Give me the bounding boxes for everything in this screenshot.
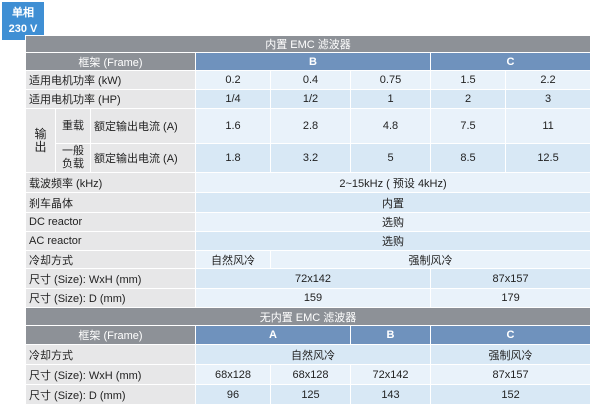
cell: 11 — [504, 108, 592, 144]
cell: 选购 — [194, 231, 592, 251]
row-label: 额定输出电流 (A) — [90, 108, 196, 144]
row-label: 尺寸 (Size): D (mm) — [25, 288, 196, 308]
frame: B — [350, 325, 431, 345]
row-label: 尺寸 (Size): WxH (mm) — [25, 268, 196, 289]
cell: 87x157 — [429, 268, 592, 289]
cell: 96 — [195, 384, 271, 405]
frame: A — [195, 325, 351, 345]
cell: 72x142 — [350, 364, 431, 385]
cell: 7.5 — [430, 108, 506, 144]
frame: C — [429, 52, 592, 71]
cell: 125 — [270, 384, 351, 405]
cell: 3 — [504, 89, 592, 109]
sub-label: 一般负载 — [55, 143, 91, 173]
cell: 68x128 — [270, 364, 351, 385]
cell: 1.8 — [195, 143, 271, 173]
cell: 自然风冷 — [195, 344, 431, 365]
spec-table: 内置 EMC 滤波器 框架 (Frame) B C 适用电机功率 (kW) 0.2 0.… — [24, 35, 592, 405]
cell: 1.5 — [430, 70, 506, 90]
cell: 0.75 — [350, 70, 431, 90]
row-label: 刹车晶体 — [25, 192, 196, 213]
row-label: 额定输出电流 (A) — [90, 143, 196, 173]
section-title: 内置 EMC 滤波器 — [24, 35, 592, 53]
frame: B — [195, 52, 431, 71]
cell: 8.5 — [430, 143, 506, 173]
cell: 1/2 — [270, 89, 351, 109]
cell: 5 — [350, 143, 431, 173]
frame: C — [429, 325, 592, 345]
cell: 1/4 — [195, 89, 271, 109]
row-label: 冷却方式 — [25, 344, 196, 365]
cell: 68x128 — [195, 364, 271, 385]
cell: 159 — [195, 288, 431, 308]
section-title: 无内置 EMC 滤波器 — [24, 307, 592, 326]
badge-line: 230 V — [8, 23, 38, 35]
cell: 143 — [350, 384, 431, 405]
row-label: DC reactor — [25, 212, 196, 232]
cell: 强制风冷 — [429, 344, 592, 365]
row-label: 适用电机功率 (kW) — [25, 70, 196, 90]
cell: 0.4 — [270, 70, 351, 90]
row-label: 尺寸 (Size): WxH (mm) — [25, 364, 196, 385]
cell: 2.8 — [270, 108, 351, 144]
cell: 4.8 — [350, 108, 431, 144]
cell: 1 — [350, 89, 431, 109]
frame-label: 框架 (Frame) — [25, 325, 196, 345]
cell: 2 — [430, 89, 506, 109]
cell: 自然风冷 — [195, 250, 271, 269]
row-label: 载波频率 (kHz) — [25, 172, 196, 193]
cell: 2.2 — [504, 70, 592, 90]
group-label: 输出 — [25, 108, 56, 173]
cell: 152 — [429, 384, 592, 405]
cell: 内置 — [194, 192, 592, 213]
cell: 179 — [429, 288, 592, 308]
cell: 3.2 — [270, 143, 351, 173]
row-label: 适用电机功率 (HP) — [25, 89, 196, 109]
cell: 72x142 — [195, 268, 431, 289]
cell: 2~15kHz ( 预设 4kHz) — [194, 172, 592, 193]
sub-label: 重载 — [55, 108, 91, 144]
cell: 0.2 — [195, 70, 271, 90]
cell: 选购 — [194, 212, 592, 232]
frame-label: 框架 (Frame) — [25, 52, 196, 71]
cell: 强制风冷 — [269, 250, 592, 269]
badge-line: 单相 — [12, 7, 34, 19]
row-label: 尺寸 (Size): D (mm) — [25, 384, 196, 405]
cell: 87x157 — [429, 364, 592, 385]
row-label: 冷却方式 — [25, 250, 196, 269]
row-label: AC reactor — [25, 231, 196, 251]
phase-badge: 单相 230 V — [2, 2, 44, 40]
cell: 1.6 — [195, 108, 271, 144]
cell: 12.5 — [504, 143, 592, 173]
